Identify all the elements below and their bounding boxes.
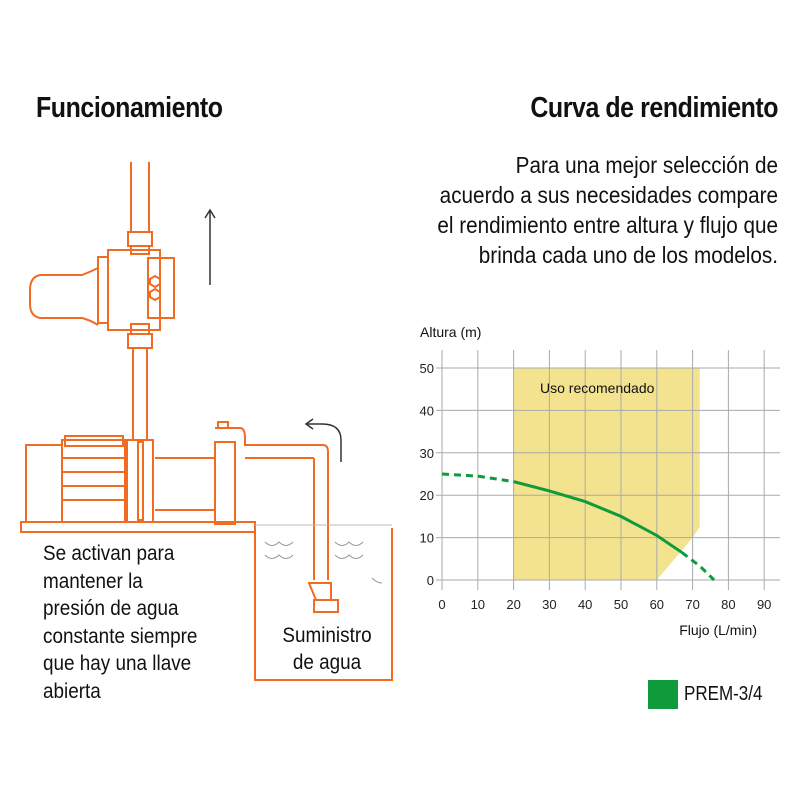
svg-text:30: 30 <box>420 446 434 461</box>
recommended-zone <box>513 368 700 580</box>
performance-description: Para una mejor selección de acuerdo a su… <box>437 152 778 268</box>
y-axis-label: Altura (m) <box>420 324 481 340</box>
svg-text:0: 0 <box>427 573 434 588</box>
x-axis-label: Flujo (L/min) <box>679 622 757 638</box>
water-supply-label: Suministro de agua <box>282 624 372 674</box>
svg-text:20: 20 <box>506 597 520 612</box>
recommended-zone-label: Uso recomendado <box>540 380 655 396</box>
functioning-description: Se activan para mantener la presión de a… <box>43 542 198 703</box>
performance-curve-title: Curva de rendimiento <box>530 92 778 124</box>
svg-text:10: 10 <box>471 597 485 612</box>
legend-swatch <box>648 680 678 709</box>
svg-text:0: 0 <box>438 597 445 612</box>
legend-label: PREM-3/4 <box>684 683 763 705</box>
svg-text:20: 20 <box>420 488 434 503</box>
functioning-title: Funcionamiento <box>36 92 223 124</box>
svg-text:50: 50 <box>614 597 628 612</box>
svg-text:40: 40 <box>578 597 592 612</box>
svg-text:80: 80 <box>721 597 735 612</box>
svg-text:10: 10 <box>420 531 434 546</box>
svg-text:30: 30 <box>542 597 556 612</box>
performance-chart: 0 10 20 30 40 50 0 10 20 30 40 50 60 70 80 90 Altura (… <box>420 324 780 638</box>
svg-text:70: 70 <box>685 597 699 612</box>
chart-legend: PREM-3/4 <box>648 680 776 709</box>
svg-text:60: 60 <box>650 597 664 612</box>
svg-text:40: 40 <box>420 403 434 418</box>
svg-text:50: 50 <box>420 361 434 376</box>
svg-text:90: 90 <box>757 597 771 612</box>
